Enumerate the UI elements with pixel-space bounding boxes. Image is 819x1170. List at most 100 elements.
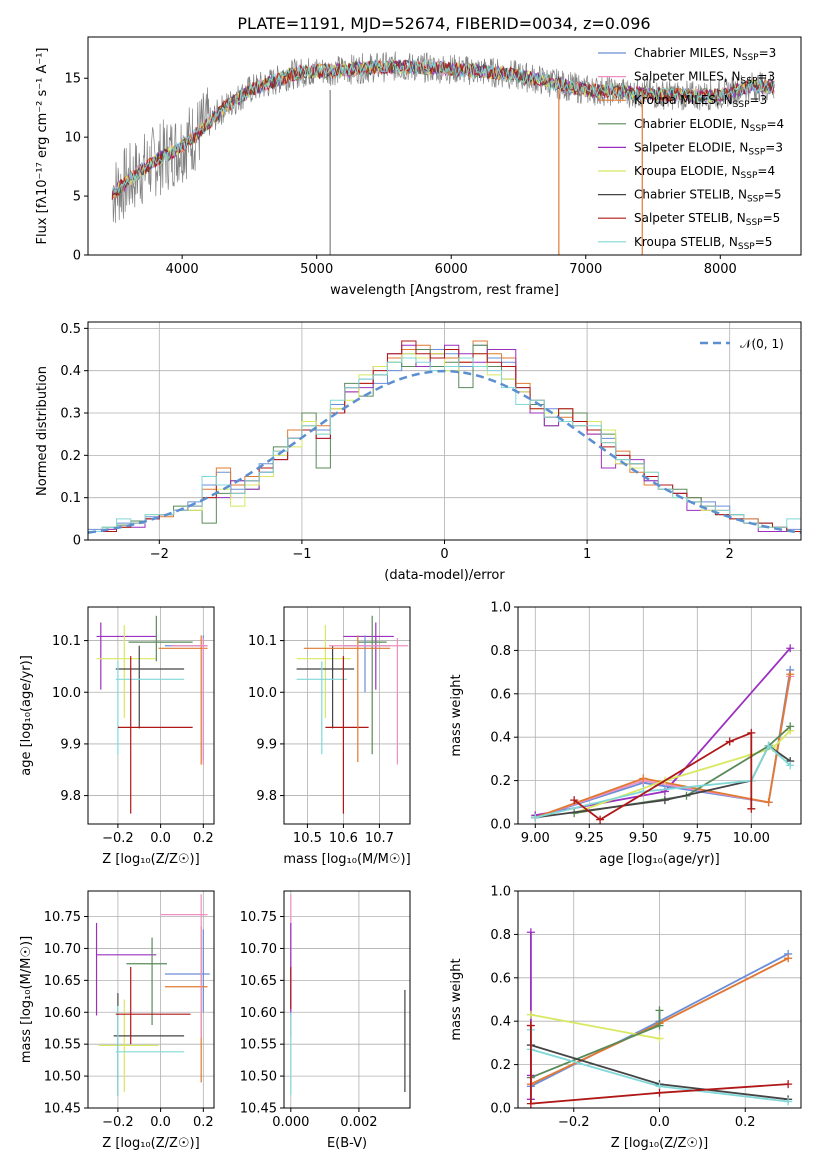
- y-tick-label: 10.70: [240, 942, 277, 957]
- x-tick-label: 0.0: [150, 1115, 171, 1130]
- legend-subscript: SSP: [748, 147, 765, 157]
- legend-subscript: SSP: [750, 124, 767, 134]
- weight-line-8: [573, 731, 753, 821]
- y-tick-label: 10.0: [52, 686, 81, 701]
- x-axis-label: mass [log₁₀(M/M☉)]: [283, 852, 410, 867]
- legend-count: =3: [765, 140, 783, 154]
- axes-frame: [87, 890, 215, 1109]
- data-point-marker: [764, 741, 773, 750]
- legend-label: Kroupa STELIB, NSSP=5: [634, 235, 772, 252]
- x-tick-label: 0.0: [150, 831, 171, 846]
- x-tick-label: 0.2: [735, 1115, 756, 1130]
- panel-weight-vs-age: 9.00 9.25 9.50 9.75 10.00 0.0 0.2 0.4 0.6 0.8 1.0 a…: [449, 601, 802, 867]
- y-axis-label: mass weight: [449, 958, 464, 1040]
- x-tick-label: 10.00: [733, 831, 770, 846]
- panel-weight-vs-Z: −0.2 0.0 0.2 0.0 0.2 0.4 0.6 0.8 1.0 Z [log₁₀(Z/Z…: [449, 885, 802, 1151]
- model-spectrum-8: [111, 58, 775, 194]
- legend-count: =5: [763, 211, 781, 225]
- y-tick-label: 5: [73, 190, 81, 205]
- y-tick-label: 0.4: [490, 731, 511, 746]
- figure-title: PLATE=1191, MJD=52674, FIBERID=0034, z=0…: [237, 14, 650, 33]
- legend-count: =3: [757, 70, 775, 84]
- legend-count: =5: [764, 188, 782, 202]
- y-tick-label: 10.1: [52, 634, 81, 649]
- data-point-marker: [786, 761, 795, 770]
- data-point-marker: [655, 1034, 664, 1043]
- y-tick-label: 15: [64, 72, 81, 87]
- legend-count: =3: [759, 46, 777, 60]
- data-point-marker: [747, 804, 756, 813]
- y-tick-label: 0: [73, 534, 81, 549]
- data-point-marker: [764, 798, 773, 807]
- x-tick-label: 9.50: [629, 831, 658, 846]
- y-tick-label: 0.2: [490, 1058, 511, 1073]
- legend-subscript: SSP: [741, 77, 758, 87]
- x-tick-label: 9.25: [575, 831, 604, 846]
- y-tick-label: 0.3: [60, 407, 81, 422]
- axes-frame: [517, 606, 802, 825]
- x-tick-label: −1: [292, 547, 311, 562]
- x-tick-label: 1: [583, 547, 591, 562]
- x-tick-label: 6000: [435, 262, 468, 277]
- legend-label: Chabrier ELODIE, NSSP=4: [634, 117, 784, 134]
- spectrum-legend: Chabrier MILES, NSSP=3 Salpeter MILES, NS…: [598, 46, 784, 252]
- legend-label: Chabrier MILES, NSSP=3: [634, 46, 776, 63]
- y-tick-label: 9.9: [256, 737, 277, 752]
- x-tick-label: 2: [726, 547, 734, 562]
- x-tick-label: −0.2: [102, 1115, 134, 1130]
- panel-mass-vs-Z: −0.2 0.0 0.2 10.45 10.50 10.55 10.60 10.65 10.70…: [19, 890, 215, 1151]
- y-tick-label: 1.0: [490, 601, 511, 616]
- legend-subscript: SSP: [747, 195, 764, 205]
- y-tick-label: 10.1: [248, 634, 277, 649]
- axes-frame: [283, 890, 411, 1109]
- legend-subscript: SSP: [742, 53, 759, 63]
- data-point-marker: [655, 1088, 664, 1097]
- x-axis-label: E(B-V): [327, 1136, 367, 1151]
- weight-line-8: [530, 1025, 789, 1105]
- data-point-marker: [747, 728, 756, 737]
- y-tick-label: 9.8: [60, 789, 81, 804]
- data-point-marker: [660, 796, 669, 805]
- x-tick-label: 9.00: [521, 831, 550, 846]
- legend-label: Kroupa MILES, NSSP=3: [634, 93, 767, 110]
- x-axis-label: Z [log₁₀(Z/Z☉)]: [102, 1136, 199, 1151]
- y-tick-label: 1.0: [490, 885, 511, 900]
- y-tick-label: 10.45: [240, 1102, 277, 1117]
- y-tick-label: 0.4: [60, 364, 81, 379]
- axes-frame: [283, 606, 411, 825]
- y-axis-label: age [log₁₀(age/yr)]: [19, 655, 34, 776]
- panel-residuals: −2 −1 0 1 2 0 0.1 0.2 0.3 0.4 0.5 (data-model)/erro…: [35, 321, 802, 583]
- y-tick-label: 0.6: [490, 971, 511, 986]
- x-tick-label: −0.2: [102, 831, 134, 846]
- y-tick-label: 10.0: [248, 686, 277, 701]
- legend-count: =4: [757, 164, 775, 178]
- x-axis-label: age [log₁₀(age/yr)]: [599, 852, 720, 867]
- data-point-marker: [526, 1021, 535, 1030]
- data-point-marker: [639, 774, 648, 783]
- model-spectrum-7: [111, 59, 775, 200]
- y-tick-label: 10.75: [240, 910, 277, 925]
- x-tick-label: 9.75: [683, 831, 712, 846]
- y-tick-label: 0.4: [490, 1015, 511, 1030]
- y-tick-label: 0.6: [490, 687, 511, 702]
- legend-label: Kroupa ELODIE, NSSP=4: [634, 164, 775, 181]
- x-tick-label: 0.2: [193, 1115, 214, 1130]
- panel-age-vs-Z: −0.2 0.0 0.2 9.8 9.9 10.0 10.1 Z [log₁₀(Z/Z☉)] a…: [19, 606, 215, 867]
- x-tick-label: 0.2: [193, 831, 214, 846]
- x-tick-label: 10.6: [329, 831, 358, 846]
- legend-label: Salpeter STELIB, NSSP=5: [634, 211, 780, 228]
- y-tick-label: 10.65: [44, 974, 81, 989]
- x-tick-label: 7000: [569, 262, 602, 277]
- y-axis-label: Normed distribution: [35, 366, 50, 496]
- legend-label: Chabrier STELIB, NSSP=5: [634, 188, 782, 205]
- x-tick-label: 5000: [300, 262, 333, 277]
- y-tick-label: 10.75: [44, 910, 81, 925]
- data-point-marker: [531, 813, 540, 822]
- y-tick-label: 10.55: [240, 1038, 277, 1053]
- panel-mass-vs-EBV: 0.000 0.002 10.45 10.50 10.55 10.60 10.65 10.70…: [240, 890, 411, 1151]
- x-axis-label: wavelength [Angstrom, rest frame]: [330, 283, 559, 298]
- x-tick-label: 10.5: [293, 831, 322, 846]
- y-tick-label: 0.5: [60, 322, 81, 337]
- legend-subscript: SSP: [738, 242, 755, 252]
- data-point-marker: [784, 1080, 793, 1089]
